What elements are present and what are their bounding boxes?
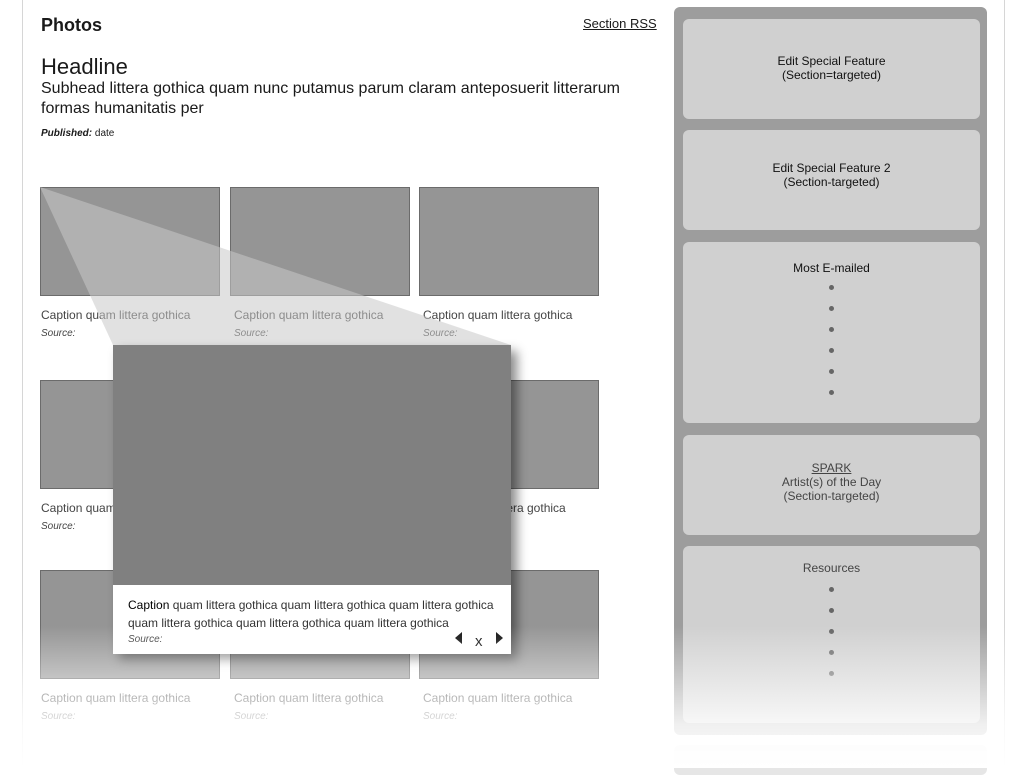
special-feature-subtitle: (Section=targeted) bbox=[781, 68, 882, 82]
gallery-caption: Caption quam littera gothica bbox=[423, 308, 573, 322]
list-bullet[interactable] bbox=[829, 348, 834, 353]
spark-link[interactable]: SPARK bbox=[811, 461, 852, 475]
left-frame-line bbox=[22, 0, 23, 768]
section-rss-link[interactable]: Section RSS bbox=[583, 16, 657, 31]
sidebar-next-panel bbox=[674, 745, 987, 775]
right-triangle-icon bbox=[496, 632, 503, 644]
published-line: Published: date bbox=[41, 128, 114, 139]
next-button[interactable] bbox=[496, 632, 504, 647]
gallery-caption: Caption quam littera gothica bbox=[41, 308, 191, 322]
previous-button[interactable] bbox=[455, 632, 463, 647]
gallery-caption: Caption quam bbox=[41, 501, 116, 515]
lightbox-photo[interactable] bbox=[113, 345, 511, 585]
list-bullet[interactable] bbox=[829, 587, 834, 592]
spark-targeting: (Section-targeted) bbox=[783, 489, 880, 503]
gallery-caption: Caption quam littera gothica bbox=[234, 308, 384, 322]
lightbox-caption: Caption quam littera gothica quam litter… bbox=[128, 596, 500, 632]
list-bullet[interactable] bbox=[829, 650, 834, 655]
gallery-source: Source: bbox=[234, 711, 269, 722]
right-frame-line bbox=[1004, 0, 1005, 768]
gallery-caption: Caption quam littera gothica bbox=[41, 691, 191, 705]
gallery-thumbnail[interactable] bbox=[419, 187, 599, 296]
most-emailed-title: Most E-mailed bbox=[793, 261, 870, 275]
list-bullet[interactable] bbox=[829, 306, 834, 311]
list-bullet[interactable] bbox=[829, 285, 834, 290]
special-feature-2-subtitle: (Section-targeted) bbox=[783, 175, 880, 189]
special-feature-title: Edit Special Feature bbox=[777, 54, 886, 68]
gallery-source: Source: bbox=[41, 711, 76, 722]
list-bullet[interactable] bbox=[829, 390, 834, 395]
gallery-thumbnail[interactable] bbox=[40, 187, 220, 296]
gallery-source: Source: bbox=[423, 711, 458, 722]
left-triangle-icon bbox=[455, 632, 462, 644]
most-emailed-panel: Most E-mailed bbox=[683, 242, 980, 423]
gallery-source: Source: bbox=[423, 328, 458, 339]
list-bullet[interactable] bbox=[829, 671, 834, 676]
resources-panel: Resources bbox=[683, 546, 980, 723]
lightbox-caption-text: quam littera gothica quam littera gothic… bbox=[128, 598, 494, 630]
lightbox-caption-bold: Caption bbox=[128, 598, 170, 612]
gallery-source: Source: bbox=[41, 521, 76, 532]
section-title: Photos bbox=[41, 15, 102, 35]
subhead: Subhead littera gothica quam nunc putamu… bbox=[41, 80, 620, 117]
list-bullet[interactable] bbox=[829, 369, 834, 374]
gallery-thumbnail[interactable] bbox=[230, 187, 410, 296]
resources-title: Resources bbox=[802, 561, 861, 575]
gallery-caption: tera gothica bbox=[503, 501, 566, 515]
photo-lightbox: Caption quam littera gothica quam litter… bbox=[113, 345, 511, 654]
spark-subtitle: Artist(s) of the Day bbox=[781, 475, 882, 489]
close-button[interactable]: x bbox=[475, 633, 483, 650]
gallery-source: Source: bbox=[41, 328, 76, 339]
special-feature-panel[interactable]: Edit Special Feature (Section=targeted) bbox=[683, 19, 980, 119]
sidebar: Edit Special Feature (Section=targeted) … bbox=[674, 7, 987, 735]
spark-panel: SPARK Artist(s) of the Day (Section-targ… bbox=[683, 435, 980, 535]
gallery-source: Source: bbox=[234, 328, 269, 339]
lightbox-source: Source: bbox=[128, 634, 163, 645]
gallery-caption: Caption quam littera gothica bbox=[234, 691, 384, 705]
published-date: date bbox=[94, 128, 115, 139]
list-bullet[interactable] bbox=[829, 327, 834, 332]
list-bullet[interactable] bbox=[829, 608, 834, 613]
special-feature-2-panel[interactable]: Edit Special Feature 2 (Section-targeted… bbox=[683, 130, 980, 230]
published-label: Published: bbox=[41, 128, 93, 139]
special-feature-2-title: Edit Special Feature 2 bbox=[772, 161, 891, 175]
list-bullet[interactable] bbox=[829, 629, 834, 634]
headline: Headline bbox=[41, 54, 128, 79]
gallery-caption: Caption quam littera gothica bbox=[423, 691, 573, 705]
